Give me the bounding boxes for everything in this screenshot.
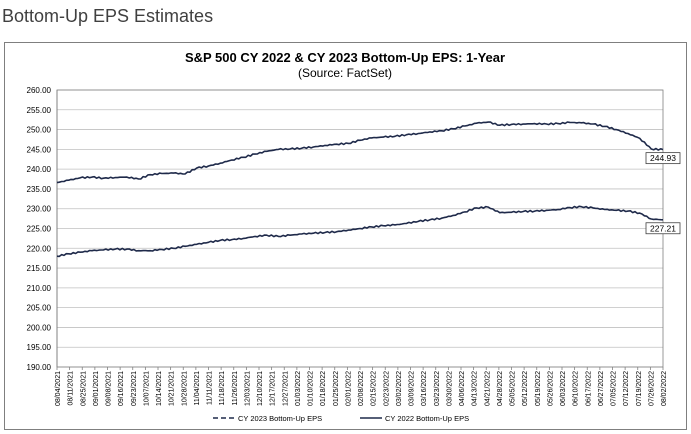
y-tick-label: 250.00 [27,126,52,135]
x-tick-label: 11/26/2021 [232,371,239,406]
y-tick-label: 230.00 [27,205,52,214]
grid-layer [56,89,664,368]
series-line-cy2023 [56,121,664,184]
annotation-layer: 244.93 227.21 [645,152,681,235]
y-tick-label: 195.00 [27,343,52,352]
x-tick-label: 11/18/2021 [219,371,226,406]
x-tick-label: 03/30/2022 [446,371,453,406]
x-tick-label: 03/09/2022 [409,371,416,406]
end-value-label: 244.93 [650,153,676,163]
x-tick-label: 01/18/2022 [320,371,327,406]
x-tick-label: 05/12/2022 [522,371,529,406]
x-tick-label: 09/08/2021 [106,371,113,406]
series-line-cy2022 [56,205,664,258]
x-tick-label: 06/17/2022 [585,371,592,406]
y-tick-label: 200.00 [27,323,52,332]
end-value-label: 227.21 [650,223,676,233]
x-tick-label: 06/27/2022 [598,371,605,406]
x-tick-label: 07/19/2022 [636,371,643,406]
end-value-box [645,152,681,165]
y-tick-label: 245.00 [27,145,52,154]
series-layer [56,121,664,258]
x-axis: 08/04/2021 08/11/2021 08/25/2021 09/01/2021… [55,367,668,406]
x-tick-label: 03/23/2022 [434,371,441,406]
x-tick-label: 10/21/2021 [169,371,176,406]
x-tick-label: 11/11/2021 [207,371,214,405]
x-tick-label: 09/23/2021 [131,371,138,406]
y-tick-label: 240.00 [27,165,52,174]
end-value-box [645,222,681,235]
x-tick-label: 07/05/2022 [611,371,618,406]
x-tick-label: 03/02/2022 [396,371,403,406]
y-tick-label: 210.00 [27,284,52,293]
x-tick-label: 01/25/2022 [333,371,340,406]
x-tick-label: 12/17/2021 [270,371,277,406]
x-tick-label: 04/06/2022 [459,371,466,406]
x-tick-label: 02/08/2022 [358,371,365,406]
x-tick-label: 08/04/2021 [55,371,62,406]
x-tick-label: 01/10/2022 [308,371,315,406]
chart-title: S&P 500 CY 2022 & CY 2023 Bottom-Up EPS:… [185,50,505,65]
x-tick-label: 09/16/2021 [118,371,125,406]
x-tick-label: 08/25/2021 [80,371,87,406]
y-tick-label: 220.00 [27,244,52,253]
x-tick-label: 08/02/2022 [661,371,668,406]
y-tick-label: 225.00 [27,225,52,234]
x-tick-label: 10/28/2021 [181,371,188,406]
x-tick-label: 01/03/2022 [295,371,302,406]
x-tick-label: 02/15/2022 [371,371,378,406]
y-tick-label: 255.00 [27,106,52,115]
x-tick-label: 07/26/2022 [648,371,655,406]
y-axis: 190.00 195.00 200.00 205.00 210.00 215.00 220.… [27,86,58,372]
x-tick-label: 02/23/2022 [383,371,390,406]
x-tick-label: 10/14/2021 [156,371,163,406]
y-tick-label: 235.00 [27,185,52,194]
chart-subtitle: (Source: FactSet) [298,66,392,80]
page-heading: Bottom-Up EPS Estimates [2,6,214,26]
eps-chart: S&P 500 CY 2022 & CY 2023 Bottom-Up EPS:… [27,50,681,423]
x-tick-label: 12/03/2021 [244,371,251,406]
x-tick-label: 12/27/2021 [282,371,289,406]
legend: CY 2023 Bottom-Up EPS CY 2022 Bottom-Up E… [213,414,469,423]
x-tick-label: 05/26/2022 [547,371,554,406]
chart-frame: S&P 500 CY 2022 & CY 2023 Bottom-Up EPS:… [4,42,687,430]
x-tick-label: 06/03/2022 [560,371,567,406]
x-tick-label: 06/10/2022 [573,371,580,406]
x-tick-label: 04/28/2022 [497,371,504,406]
x-tick-label: 07/12/2022 [623,371,630,406]
x-tick-label: 04/13/2022 [472,371,479,406]
legend-label: CY 2023 Bottom-Up EPS [238,414,322,423]
x-tick-label: 04/21/2022 [484,371,491,406]
y-tick-label: 205.00 [27,304,52,313]
legend-label: CY 2022 Bottom-Up EPS [385,414,469,423]
y-tick-label: 260.00 [27,86,52,95]
y-tick-label: 215.00 [27,264,52,273]
y-tick-label: 190.00 [27,363,52,372]
x-tick-label: 05/05/2022 [510,371,517,406]
x-tick-label: 03/16/2022 [421,371,428,406]
x-tick-label: 12/10/2021 [257,371,264,406]
x-tick-label: 11/04/2021 [194,371,201,406]
x-tick-label: 02/01/2022 [345,371,352,406]
x-tick-label: 05/19/2022 [535,371,542,406]
x-tick-label: 08/11/2021 [68,371,75,406]
x-tick-label: 09/01/2021 [93,371,100,406]
x-tick-label: 10/07/2021 [143,371,150,406]
